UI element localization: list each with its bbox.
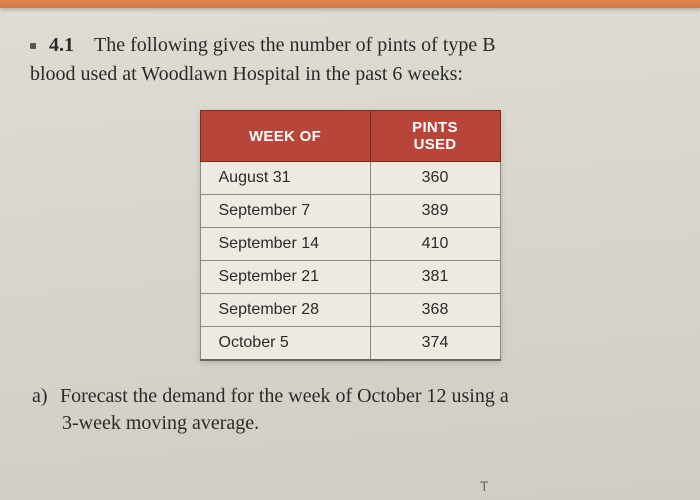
cell-week: September 21 — [200, 261, 370, 294]
problem-line-1: 4.1 The following gives the number of pi… — [30, 32, 670, 59]
part-a-line-2: 3-week moving average. — [32, 410, 670, 437]
cell-pints: 381 — [370, 261, 500, 294]
part-a: a)Forecast the demand for the week of Oc… — [30, 383, 670, 437]
table-row: October 5 374 — [200, 327, 500, 361]
bottom-mark: T — [480, 478, 489, 494]
cell-week: October 5 — [200, 327, 370, 361]
cell-pints: 389 — [370, 195, 500, 228]
part-a-text-1: Forecast the demand for the week of Octo… — [60, 385, 509, 407]
cell-pints: 374 — [370, 327, 500, 361]
cell-week: September 14 — [200, 228, 370, 261]
table-header-row: WEEK OF PINTS USED — [200, 111, 500, 162]
cell-pints: 410 — [370, 228, 500, 261]
col-header-week: WEEK OF — [200, 111, 370, 162]
cell-week: August 31 — [200, 162, 370, 195]
table-row: September 14 410 — [200, 228, 500, 261]
data-table: WEEK OF PINTS USED August 31 360 Septemb… — [200, 110, 501, 361]
problem-line-2: blood used at Woodlawn Hospital in the p… — [30, 61, 670, 88]
col-header-pints: PINTS USED — [370, 111, 500, 162]
textbook-page: 4.1 The following gives the number of pi… — [0, 0, 700, 500]
problem-number: 4.1 — [49, 34, 74, 56]
cell-pints: 360 — [370, 162, 500, 195]
table-row: August 31 360 — [200, 162, 500, 195]
problem-statement: 4.1 The following gives the number of pi… — [30, 32, 670, 88]
part-a-line-1: a)Forecast the demand for the week of Oc… — [32, 383, 670, 410]
problem-text-1: The following gives the number of pints … — [94, 34, 496, 56]
cell-pints: 368 — [370, 294, 500, 327]
cell-week: September 28 — [200, 294, 370, 327]
part-label: a) — [32, 383, 60, 410]
table-row: September 7 389 — [200, 195, 500, 228]
bullet-icon — [30, 43, 36, 49]
table-row: September 21 381 — [200, 261, 500, 294]
orange-top-border — [0, 0, 700, 8]
table-row: September 28 368 — [200, 294, 500, 327]
cell-week: September 7 — [200, 195, 370, 228]
